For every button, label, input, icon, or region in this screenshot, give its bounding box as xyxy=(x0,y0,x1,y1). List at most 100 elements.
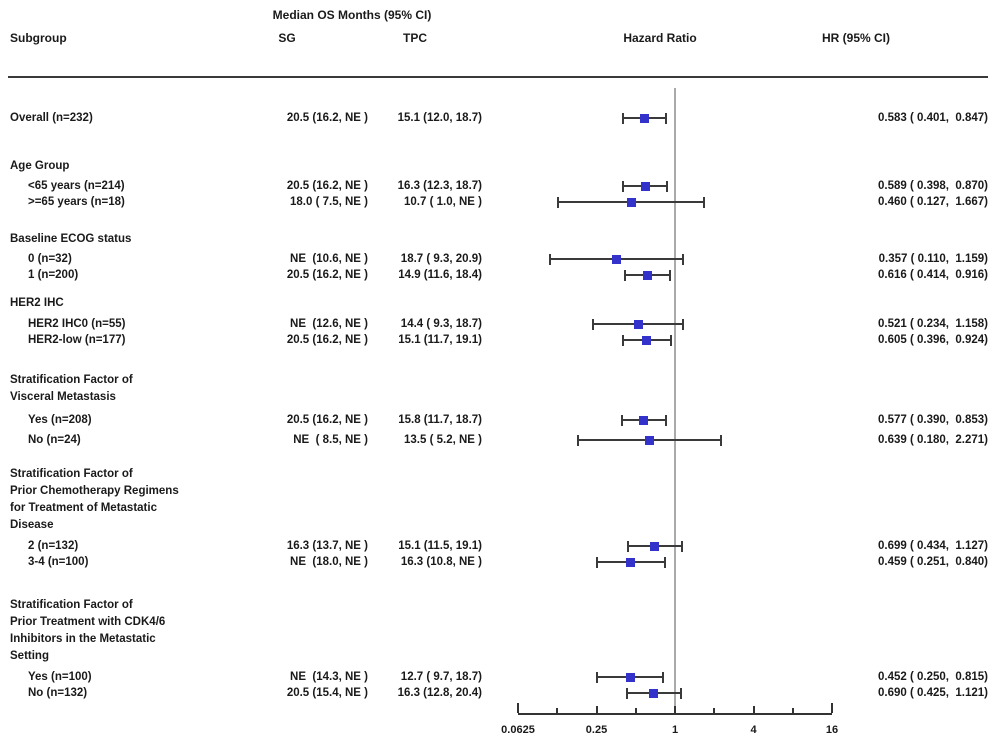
subgroup-label: 2 (n=132) xyxy=(28,540,79,552)
ci-cap-lower xyxy=(549,253,551,265)
subgroup-label: Overall (n=232) xyxy=(10,112,93,124)
ci-cap-upper xyxy=(680,687,683,699)
tpc-median-value: 14.4 ( 9.3, 18.7) xyxy=(400,318,482,330)
subgroup-label: HER2 IHC0 (n=55) xyxy=(28,318,126,330)
x-axis-tick-label: 16 xyxy=(825,724,839,736)
x-axis-tick xyxy=(634,708,637,713)
tpc-median-value: 16.3 (12.3, 18.7) xyxy=(397,180,482,192)
sg-median-value: NE (10.6, NE ) xyxy=(290,253,368,265)
sg-median-value: 20.5 (15.4, NE ) xyxy=(286,687,368,699)
hr-marker xyxy=(643,270,653,280)
tpc-median-value: 13.5 ( 5.2, NE ) xyxy=(404,434,482,446)
median-os-group-header: Median OS Months (95% CI) xyxy=(272,8,432,22)
x-axis-line xyxy=(518,713,832,715)
subgroup-label: HER2-low (n=177) xyxy=(28,334,126,346)
hr-ci-text: 0.639 ( 0.180, 2.271) xyxy=(878,434,988,446)
ci-cap-upper xyxy=(682,253,685,265)
subgroup-section-label: Stratification Factor of xyxy=(10,374,133,386)
hr-marker xyxy=(650,541,660,551)
ci-cap-upper xyxy=(682,318,685,330)
subgroup-section-label: Disease xyxy=(10,519,54,531)
x-axis-tick xyxy=(831,703,833,713)
tpc-median-value: 15.1 (12.0, 18.7) xyxy=(397,112,482,124)
x-axis-tick-label: 1 xyxy=(671,724,679,736)
subgroup-label: 1 (n=200) xyxy=(28,269,79,281)
hr1-reference-line xyxy=(674,88,676,715)
tpc-median-value: 15.8 (11.7, 18.7) xyxy=(398,414,482,426)
subgroup-label: No (n=24) xyxy=(28,434,81,446)
sg-column-header: SG xyxy=(278,31,296,45)
hr-ci-column-header: HR (95% CI) xyxy=(821,31,891,45)
hr-ci-text: 0.699 ( 0.434, 1.127) xyxy=(878,540,988,552)
subgroup-column-header: Subgroup xyxy=(10,31,67,45)
ci-cap-lower xyxy=(624,269,627,281)
hr-marker xyxy=(633,319,643,329)
hr-ci-text: 0.690 ( 0.425, 1.121) xyxy=(878,687,988,699)
hr-ci-text: 0.577 ( 0.390, 0.853) xyxy=(878,414,988,426)
tpc-median-value: 14.9 (11.6, 18.4) xyxy=(398,269,482,281)
hr-ci-text: 0.452 ( 0.250, 0.815) xyxy=(878,671,988,683)
hr-marker xyxy=(639,415,649,425)
ci-cap-lower xyxy=(626,540,629,552)
sg-median-value: 20.5 (16.2, NE ) xyxy=(286,180,368,192)
hr-marker xyxy=(640,181,650,191)
subgroup-section-label: Prior Chemotherapy Regimens xyxy=(10,485,179,497)
subgroup-section-label: Stratification Factor of xyxy=(10,468,133,480)
sg-median-value: 20.5 (16.2, NE ) xyxy=(286,334,368,346)
subgroup-section-label: HER2 IHC xyxy=(10,297,64,309)
hr-marker xyxy=(649,688,659,698)
tpc-median-value: 15.1 (11.7, 19.1) xyxy=(398,334,482,346)
tpc-median-value: 12.7 ( 9.7, 18.7) xyxy=(400,671,482,683)
ci-cap-lower xyxy=(557,196,560,208)
x-axis-tick xyxy=(517,703,519,713)
ci-cap-upper xyxy=(664,556,667,568)
tpc-median-value: 15.1 (11.5, 19.1) xyxy=(398,540,482,552)
ci-cap-upper xyxy=(664,112,667,124)
ci-cap-lower xyxy=(625,687,628,699)
ci-cap-upper xyxy=(720,434,723,446)
hr-ci-text: 0.357 ( 0.110, 1.159) xyxy=(878,253,988,265)
subgroup-label: <65 years (n=214) xyxy=(28,180,125,192)
sg-median-value: 18.0 ( 7.5, NE ) xyxy=(290,196,368,208)
hr-ci-text: 0.583 ( 0.401, 0.847) xyxy=(878,112,988,124)
x-axis-tick xyxy=(752,706,755,713)
hr-marker xyxy=(612,254,622,264)
subgroup-label: 0 (n=32) xyxy=(28,253,72,265)
ci-cap-lower xyxy=(591,318,594,330)
ci-cap-upper xyxy=(680,540,683,552)
subgroup-section-label: Prior Treatment with CDK4/6 xyxy=(10,616,166,628)
x-axis-tick xyxy=(674,706,676,713)
ci-cap-upper xyxy=(664,414,667,426)
tpc-median-value: 16.3 (10.8, NE ) xyxy=(400,556,482,568)
tpc-column-header: TPC xyxy=(403,31,427,45)
subgroup-label: Yes (n=100) xyxy=(28,671,92,683)
hr-marker xyxy=(645,435,655,445)
tpc-median-value: 10.7 ( 1.0, NE ) xyxy=(404,196,482,208)
ci-cap-lower xyxy=(595,671,598,683)
subgroup-label: >=65 years (n=18) xyxy=(28,196,125,208)
subgroup-section-label: Age Group xyxy=(10,160,70,172)
ci-cap-lower xyxy=(621,334,624,346)
sg-median-value: 20.5 (16.2, NE ) xyxy=(286,269,368,281)
ci-cap-lower xyxy=(621,180,624,192)
hr-marker xyxy=(642,335,652,345)
x-axis-tick xyxy=(595,706,598,713)
x-axis-tick xyxy=(791,708,794,713)
subgroup-section-label: Setting xyxy=(10,650,49,662)
sg-median-value: 20.5 (16.2, NE ) xyxy=(286,414,368,426)
sg-median-value: NE (12.6, NE ) xyxy=(290,318,368,330)
ci-cap-upper xyxy=(669,334,672,346)
sg-median-value: NE (18.0, NE ) xyxy=(290,556,368,568)
subgroup-section-label: for Treatment of Metastatic xyxy=(10,502,157,514)
tpc-median-value: 16.3 (12.8, 20.4) xyxy=(397,687,482,699)
sg-median-value: NE ( 8.5, NE ) xyxy=(293,434,368,446)
tpc-median-value: 18.7 ( 9.3, 20.9) xyxy=(400,253,482,265)
x-axis-tick xyxy=(713,708,716,713)
sg-median-value: NE (14.3, NE ) xyxy=(290,671,368,683)
sg-median-value: 16.3 (13.7, NE ) xyxy=(286,540,368,552)
subgroup-section-label: Visceral Metastasis xyxy=(10,391,116,403)
x-axis-tick-label: 0.0625 xyxy=(501,724,535,736)
subgroup-label: Yes (n=208) xyxy=(28,414,92,426)
subgroup-section-label: Inhibitors in the Metastatic xyxy=(10,633,156,645)
